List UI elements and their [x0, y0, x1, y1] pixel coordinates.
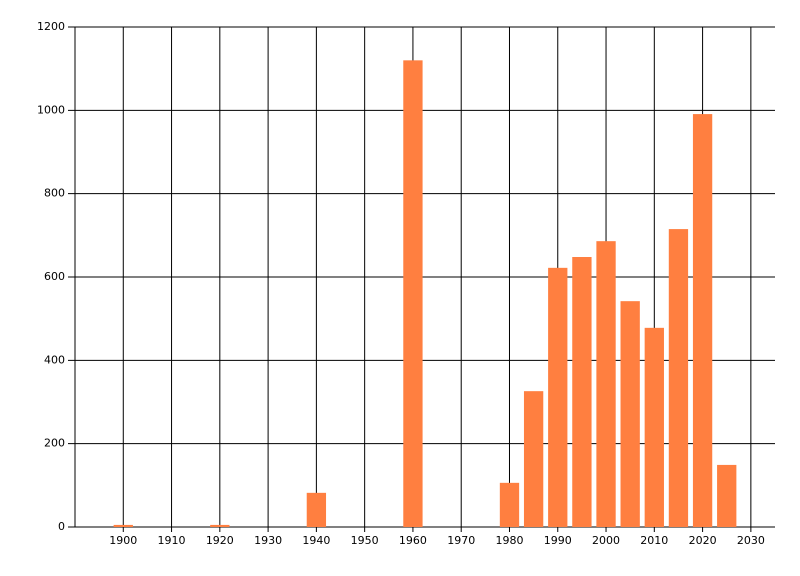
y-tick-label: 1200: [37, 20, 65, 33]
x-tick-label: 1980: [495, 534, 523, 547]
bar: [717, 464, 737, 527]
bar: [644, 327, 664, 527]
bar: [692, 114, 713, 527]
bar: [620, 301, 640, 527]
x-tick-label: 1990: [544, 534, 572, 547]
x-tick-label: 2000: [592, 534, 620, 547]
bar: [596, 241, 616, 527]
x-tick-label: 1960: [399, 534, 427, 547]
y-tick-label: 800: [44, 187, 65, 200]
y-tick-label: 1000: [37, 103, 65, 116]
x-tick-label: 1920: [206, 534, 234, 547]
bar: [210, 524, 230, 527]
x-tick-label: 2030: [737, 534, 765, 547]
x-tick-label: 2020: [689, 534, 717, 547]
bar: [668, 229, 689, 528]
y-tick-label: 600: [44, 270, 65, 283]
bar: [499, 482, 520, 527]
bar: [548, 267, 568, 527]
bar: [306, 492, 327, 527]
y-tick-label: 0: [58, 520, 65, 533]
bar: [572, 257, 592, 527]
x-tick-label: 1970: [447, 534, 475, 547]
y-tick-label: 400: [44, 353, 65, 366]
bar: [523, 391, 544, 527]
x-tick-label: 1940: [302, 534, 330, 547]
bar: [403, 60, 423, 527]
y-tick-label: 200: [44, 437, 65, 450]
x-tick-label: 1910: [158, 534, 186, 547]
x-tick-label: 1950: [351, 534, 379, 547]
x-tick-label: 1930: [254, 534, 282, 547]
bar: [113, 524, 133, 527]
x-tick-label: 1900: [109, 534, 137, 547]
x-tick-label: 2010: [640, 534, 668, 547]
